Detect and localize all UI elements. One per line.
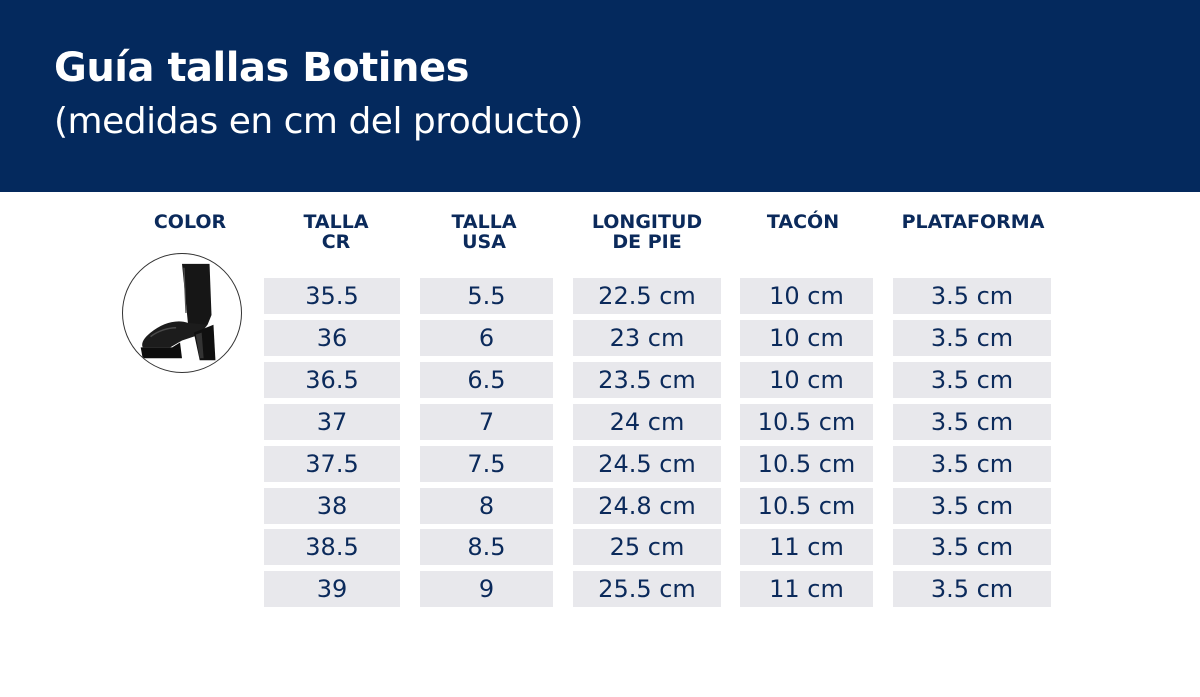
ankle-boot-icon: [140, 263, 216, 361]
cell-talla-cr: 36: [264, 320, 400, 356]
cell-plataforma: 3.5 cm: [893, 488, 1051, 524]
page-title: Guía tallas Botines: [54, 45, 469, 91]
cell-plataforma: 3.5 cm: [893, 446, 1051, 482]
header-banner: Guía tallas Botines (medidas en cm del p…: [0, 0, 1200, 192]
cell-talla-cr: 35.5: [264, 278, 400, 314]
column-header-tacon: TACÓN: [766, 211, 840, 233]
cell-talla-usa: 8.5: [420, 529, 553, 565]
column-header-talla-cr: TALLA CR: [303, 211, 369, 253]
cell-plataforma: 3.5 cm: [893, 362, 1051, 398]
cell-tacon: 10.5 cm: [740, 488, 873, 524]
cell-talla-usa: 7: [420, 404, 553, 440]
cell-tacon: 10.5 cm: [740, 446, 873, 482]
cell-plataforma: 3.5 cm: [893, 529, 1051, 565]
cell-talla-usa: 7.5: [420, 446, 553, 482]
cell-talla-cr: 37.5: [264, 446, 400, 482]
column-header-longitud: LONGITUD DE PIE: [591, 211, 703, 253]
cell-talla-usa: 6.5: [420, 362, 553, 398]
boot-product-image: [122, 253, 242, 373]
cell-tacon: 10 cm: [740, 278, 873, 314]
cell-tacon: 10.5 cm: [740, 404, 873, 440]
cell-talla-usa: 5.5: [420, 278, 553, 314]
cell-longitud: 24 cm: [573, 404, 721, 440]
cell-talla-usa: 8: [420, 488, 553, 524]
cell-longitud: 25 cm: [573, 529, 721, 565]
cell-longitud: 24.5 cm: [573, 446, 721, 482]
column-header-plataforma: PLATAFORMA: [901, 211, 1045, 233]
cell-talla-cr: 37: [264, 404, 400, 440]
cell-tacon: 11 cm: [740, 571, 873, 607]
cell-tacon: 11 cm: [740, 529, 873, 565]
cell-talla-cr: 38: [264, 488, 400, 524]
page-subtitle: (medidas en cm del producto): [54, 101, 583, 142]
cell-plataforma: 3.5 cm: [893, 571, 1051, 607]
column-header-color: COLOR: [153, 211, 227, 233]
cell-plataforma: 3.5 cm: [893, 278, 1051, 314]
cell-longitud: 23.5 cm: [573, 362, 721, 398]
cell-talla-usa: 6: [420, 320, 553, 356]
cell-plataforma: 3.5 cm: [893, 320, 1051, 356]
cell-longitud: 25.5 cm: [573, 571, 721, 607]
cell-tacon: 10 cm: [740, 362, 873, 398]
cell-longitud: 22.5 cm: [573, 278, 721, 314]
column-header-talla-usa: TALLA USA: [451, 211, 517, 253]
cell-talla-cr: 39: [264, 571, 400, 607]
cell-talla-usa: 9: [420, 571, 553, 607]
cell-tacon: 10 cm: [740, 320, 873, 356]
cell-talla-cr: 38.5: [264, 529, 400, 565]
cell-longitud: 24.8 cm: [573, 488, 721, 524]
cell-plataforma: 3.5 cm: [893, 404, 1051, 440]
cell-talla-cr: 36.5: [264, 362, 400, 398]
cell-longitud: 23 cm: [573, 320, 721, 356]
